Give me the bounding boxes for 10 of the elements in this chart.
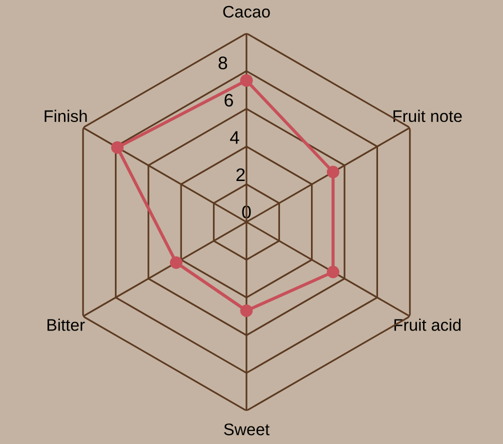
y-tick-label: 8 [218, 56, 228, 70]
spoke-label: Sweet [224, 424, 270, 436]
spoke-label: Cacao [223, 6, 270, 18]
spoke-label: Bitter [48, 318, 85, 331]
y-tick-label: 4 [230, 131, 240, 144]
spoke-label: Fruit acid [394, 318, 461, 331]
spoke-label: Fruit note [394, 110, 462, 122]
y-tick-label: 2 [236, 168, 245, 181]
spoke-label: Finish [44, 110, 87, 122]
y-tick-label: 6 [224, 94, 233, 107]
